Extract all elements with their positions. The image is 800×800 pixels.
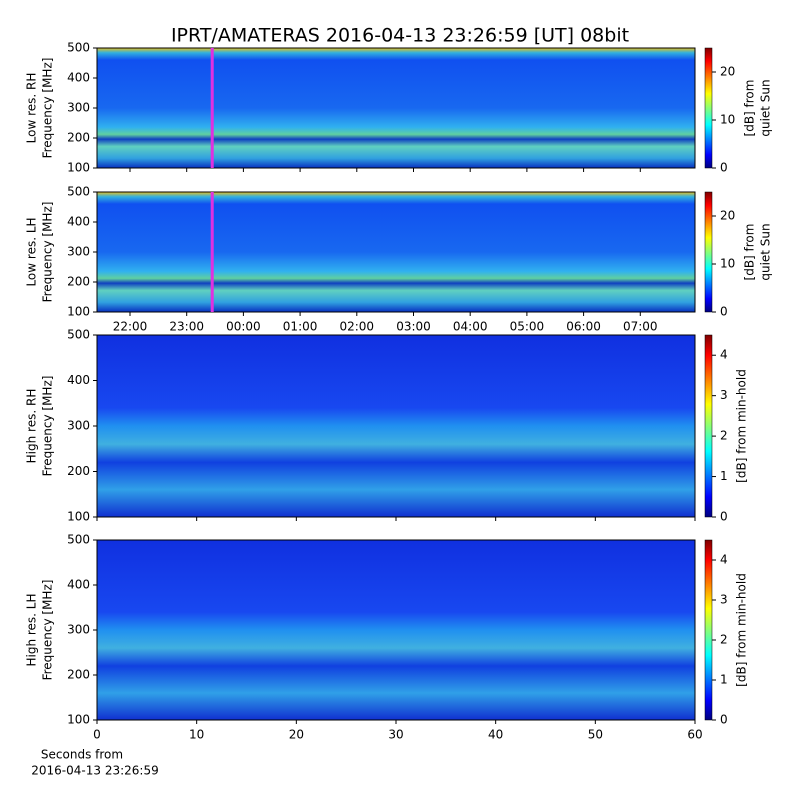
colorbar <box>704 191 713 313</box>
y-tick-label: 200 <box>67 131 90 145</box>
y-tick-label: 500 <box>67 41 90 55</box>
y-tick-label: 300 <box>67 245 90 259</box>
y-axis-label: Low res. RH <box>25 73 39 144</box>
spectrogram-image <box>97 192 695 312</box>
y-tick-label: 300 <box>67 419 90 433</box>
x-tick-label: 30 <box>388 728 403 742</box>
spectrogram-image <box>97 540 695 720</box>
colorbar-tick-label: 20 <box>720 65 735 79</box>
x-tick-label: 07:00 <box>623 320 658 334</box>
spectrogram-image <box>97 48 695 168</box>
y-tick-label: 300 <box>67 623 90 637</box>
colorbar-tick-label: 0 <box>720 510 728 524</box>
x-axis-label: Seconds from <box>41 748 123 762</box>
colorbar-tick-label: 2 <box>720 633 728 647</box>
colorbar-label: quiet Sun <box>759 223 773 280</box>
x-tick-label: 05:00 <box>510 320 545 334</box>
y-tick-label: 200 <box>67 464 90 478</box>
colorbar-tick-label: 3 <box>720 593 728 607</box>
figure-title: IPRT/AMATERAS 2016-04-13 23:26:59 [UT] 0… <box>171 25 629 47</box>
colorbar-label: quiet Sun <box>759 79 773 136</box>
y-axis-label: Frequency [MHz] <box>41 580 55 681</box>
colorbar-tick-label: 10 <box>720 113 735 127</box>
x-tick-label: 0 <box>93 728 101 742</box>
colorbar-label: [dB] from <box>743 80 757 137</box>
y-tick-label: 100 <box>67 161 90 175</box>
colorbar-tick-label: 1 <box>720 673 728 687</box>
colorbar-tick-label: 4 <box>720 553 728 567</box>
colorbar-tick-label: 0 <box>720 713 728 727</box>
y-tick-label: 400 <box>67 215 90 229</box>
y-tick-label: 100 <box>67 713 90 727</box>
y-tick-label: 400 <box>67 578 90 592</box>
y-axis-label: Low res. LH <box>25 217 39 286</box>
colorbar-tick-label: 1 <box>720 469 728 483</box>
y-tick-label: 400 <box>67 71 90 85</box>
x-tick-label: 04:00 <box>453 320 488 334</box>
x-tick-label: 22:00 <box>113 320 148 334</box>
colorbar-tick-label: 3 <box>720 388 728 402</box>
x-tick-label: 10 <box>189 728 204 742</box>
colorbar-label: [dB] from min-hold <box>735 573 749 687</box>
y-tick-label: 500 <box>67 533 90 547</box>
y-tick-label: 500 <box>67 185 90 199</box>
spectrogram-image <box>97 335 695 517</box>
y-tick-label: 400 <box>67 373 90 387</box>
x-tick-label: 23:00 <box>169 320 204 334</box>
y-axis-label: High res. LH <box>25 593 39 666</box>
x-tick-label: 06:00 <box>566 320 601 334</box>
y-axis-label: Frequency [MHz] <box>41 202 55 303</box>
x-tick-label: 02:00 <box>339 320 374 334</box>
colorbar-tick-label: 0 <box>720 305 728 319</box>
y-tick-label: 500 <box>67 328 90 342</box>
colorbar-tick-label: 2 <box>720 429 728 443</box>
y-tick-label: 100 <box>67 305 90 319</box>
x-tick-label: 40 <box>488 728 503 742</box>
y-axis-label: Frequency [MHz] <box>41 376 55 477</box>
x-axis-label: 2016-04-13 23:26:59 <box>31 764 158 778</box>
x-tick-label: 60 <box>687 728 702 742</box>
colorbar-tick-label: 10 <box>720 257 735 271</box>
y-axis-label: Frequency [MHz] <box>41 58 55 159</box>
x-tick-label: 50 <box>588 728 603 742</box>
colorbar-tick-label: 20 <box>720 209 735 223</box>
colorbar-tick-label: 4 <box>720 348 728 362</box>
colorbar-label: [dB] from min-hold <box>735 369 749 483</box>
y-tick-label: 100 <box>67 510 90 524</box>
colorbar-label: [dB] from <box>743 224 757 281</box>
colorbar <box>704 334 713 518</box>
y-tick-label: 300 <box>67 101 90 115</box>
x-tick-label: 03:00 <box>396 320 431 334</box>
y-tick-label: 200 <box>67 275 90 289</box>
colorbar <box>704 47 713 169</box>
x-tick-label: 00:00 <box>226 320 261 334</box>
colorbar <box>704 539 713 721</box>
y-axis-label: High res. RH <box>25 389 39 464</box>
y-tick-label: 200 <box>67 668 90 682</box>
colorbar-tick-label: 0 <box>720 161 728 175</box>
x-tick-label: 01:00 <box>283 320 318 334</box>
x-tick-label: 20 <box>289 728 304 742</box>
